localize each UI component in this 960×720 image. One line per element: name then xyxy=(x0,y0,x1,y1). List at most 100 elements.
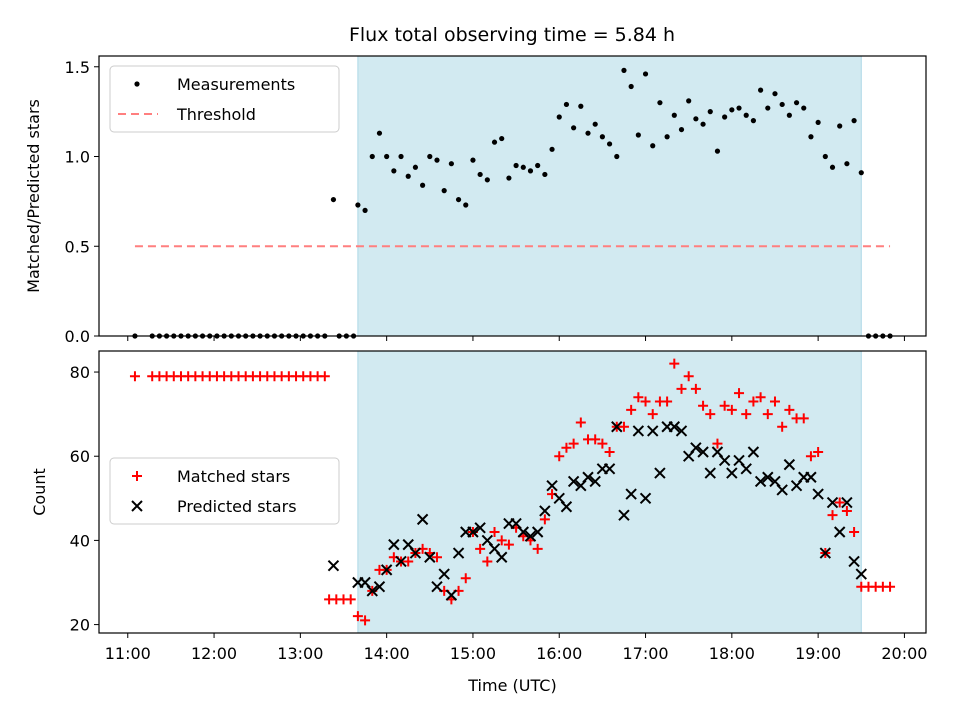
data-point xyxy=(754,475,767,488)
data-point xyxy=(571,125,577,131)
data-point xyxy=(815,119,821,126)
data-point xyxy=(517,526,529,538)
data-point xyxy=(837,123,843,129)
data-point xyxy=(420,182,426,188)
data-point xyxy=(352,611,363,622)
data-point xyxy=(722,114,728,120)
data-point xyxy=(678,126,685,133)
data-point xyxy=(345,594,356,605)
data-point xyxy=(669,358,680,369)
data-point xyxy=(527,168,534,174)
data-point xyxy=(611,421,623,433)
data-point xyxy=(496,535,507,546)
y-tick-label: 60 xyxy=(70,447,90,466)
data-point xyxy=(801,105,807,111)
data-point xyxy=(769,396,780,407)
data-point xyxy=(779,101,785,108)
legend-swatch xyxy=(131,500,143,512)
data-point xyxy=(833,526,846,538)
data-point xyxy=(841,505,852,516)
data-point xyxy=(373,580,386,593)
data-point xyxy=(491,139,498,145)
data-point xyxy=(499,135,505,142)
data-point xyxy=(563,101,570,108)
data-point xyxy=(434,157,440,163)
data-point xyxy=(626,404,637,415)
data-point xyxy=(427,153,433,160)
data-point xyxy=(585,130,591,136)
data-point xyxy=(704,467,716,479)
data-point xyxy=(858,170,864,176)
data-point xyxy=(675,425,688,437)
data-point xyxy=(366,585,378,597)
y-tick-label: 1.5 xyxy=(65,58,90,77)
data-point xyxy=(765,105,771,111)
data-point xyxy=(736,105,742,111)
observing-window-shade xyxy=(357,350,862,634)
legend-label: Measurements xyxy=(177,75,295,94)
data-point xyxy=(391,168,397,174)
data-point xyxy=(726,404,737,415)
data-point xyxy=(398,153,404,160)
data-point xyxy=(603,463,616,475)
data-point xyxy=(642,71,649,77)
data-point xyxy=(650,143,656,149)
data-point xyxy=(808,134,814,140)
data-point xyxy=(729,107,735,113)
legend-label: Threshold xyxy=(176,105,256,124)
data-point xyxy=(590,434,601,445)
data-point xyxy=(567,475,580,488)
chart-title: Flux total observing time = 5.84 h xyxy=(349,24,675,46)
x-tick-label: 17:00 xyxy=(622,644,668,663)
data-point xyxy=(819,547,832,559)
data-point xyxy=(549,146,555,152)
data-point xyxy=(463,202,469,208)
data-point xyxy=(693,116,699,122)
series-predicted-stars xyxy=(327,421,867,601)
data-point xyxy=(467,526,479,538)
data-point xyxy=(671,112,677,118)
data-point xyxy=(784,404,795,415)
axes-frame xyxy=(98,55,927,337)
x-tick-label: 15:00 xyxy=(450,644,496,663)
data-point xyxy=(484,177,490,183)
data-point xyxy=(734,388,745,399)
data-point xyxy=(743,112,749,118)
x-tick-label: 12:00 xyxy=(191,644,237,663)
data-point xyxy=(758,87,764,93)
data-point xyxy=(360,615,371,626)
data-point xyxy=(793,100,800,106)
data-point xyxy=(676,383,687,394)
data-point xyxy=(662,396,673,407)
data-point xyxy=(741,409,752,420)
data-point xyxy=(388,538,400,551)
data-point xyxy=(748,396,759,407)
axes-frame xyxy=(98,350,927,634)
data-point xyxy=(621,67,627,73)
data-point xyxy=(647,409,658,420)
data-point xyxy=(474,522,486,534)
data-point xyxy=(431,552,442,563)
data-point xyxy=(431,580,443,593)
data-point xyxy=(327,559,340,572)
data-point xyxy=(686,98,692,104)
data-point xyxy=(755,392,766,403)
data-point xyxy=(829,164,836,170)
data-point xyxy=(532,543,543,554)
series-measurements xyxy=(132,67,893,339)
data-point xyxy=(844,161,850,167)
data-point xyxy=(640,396,651,407)
legend-box xyxy=(109,457,340,525)
y-tick-label: 20 xyxy=(70,616,90,635)
x-tick-label: 16:00 xyxy=(536,644,582,663)
data-point xyxy=(851,118,857,124)
data-point xyxy=(513,162,519,169)
data-point xyxy=(668,421,681,433)
y-tick-label: 40 xyxy=(70,531,90,550)
data-point xyxy=(448,161,454,167)
data-point xyxy=(848,555,860,568)
data-point xyxy=(639,492,652,505)
data-point xyxy=(812,488,824,500)
data-point xyxy=(539,514,550,525)
